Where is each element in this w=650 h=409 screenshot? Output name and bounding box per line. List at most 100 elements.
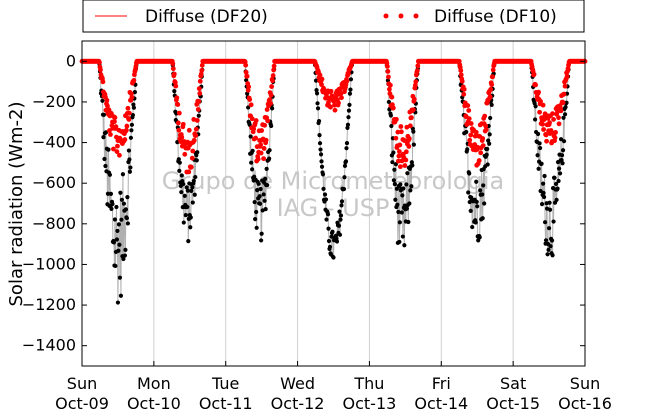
global-point — [179, 173, 184, 178]
global-point — [485, 162, 490, 167]
global-point — [329, 234, 334, 239]
diffuse-point — [199, 67, 205, 73]
global-point — [561, 139, 567, 144]
global-point — [113, 263, 118, 269]
y-tick-label: −400 — [32, 133, 76, 152]
x-tick-label-date: Oct-15 — [486, 394, 540, 409]
global-point — [555, 186, 560, 191]
diffuse-point — [317, 72, 323, 78]
global-point — [409, 160, 414, 165]
global-point — [475, 204, 480, 209]
global-series-trace — [297, 60, 370, 260]
global-point — [101, 134, 106, 140]
global-point — [386, 99, 391, 105]
global-point — [100, 98, 105, 103]
diffuse-point — [338, 91, 344, 97]
diffuse-point — [490, 67, 496, 73]
diffuse-point — [456, 58, 462, 64]
global-point — [127, 157, 132, 162]
global-point — [318, 147, 323, 152]
diffuse-point — [178, 139, 184, 145]
diffuse-point — [398, 124, 404, 129]
global-point — [393, 162, 398, 167]
diffuse-point — [395, 158, 401, 164]
x-tick-label-date: Oct-10 — [127, 394, 181, 409]
diffuse-point — [126, 117, 132, 122]
diffuse-point — [386, 86, 392, 92]
diffuse-point — [263, 137, 269, 143]
global-point — [182, 193, 187, 199]
global-point — [254, 209, 259, 215]
global-point — [190, 200, 195, 205]
global-point — [116, 248, 121, 253]
global-point — [255, 188, 260, 193]
global-point — [391, 178, 396, 183]
global-point — [562, 112, 568, 117]
global-point — [177, 160, 182, 165]
global-point — [482, 201, 487, 206]
global-point — [183, 212, 188, 218]
diffuse-point — [253, 135, 259, 141]
diffuse-point — [403, 157, 409, 163]
global-point — [344, 146, 349, 151]
global-point — [547, 207, 553, 212]
global-point — [330, 229, 335, 234]
global-point — [346, 108, 352, 113]
diffuse-point — [387, 82, 393, 88]
global-point — [537, 145, 543, 151]
x-tick-label-day: Tue — [211, 374, 239, 393]
global-point — [345, 125, 350, 131]
global-point — [484, 152, 489, 157]
diffuse-point — [196, 86, 202, 92]
global-point — [175, 140, 180, 145]
diffuse-point — [117, 152, 122, 158]
global-point — [130, 112, 135, 118]
diffuse-point — [538, 99, 543, 104]
diffuse-point — [180, 121, 186, 127]
global-point — [259, 238, 264, 243]
diffuse-point — [384, 64, 390, 69]
global-point — [488, 115, 493, 121]
diffuse-point — [244, 73, 250, 79]
global-point — [326, 238, 332, 244]
x-tick-label-day: Fri — [432, 374, 451, 393]
global-point — [468, 208, 473, 213]
global-point — [324, 217, 329, 222]
global-point — [119, 217, 124, 222]
global-point — [338, 217, 343, 222]
diffuse-point — [196, 99, 202, 104]
x-tick-label-day: Thu — [353, 374, 384, 393]
global-point — [317, 141, 323, 146]
global-point — [196, 113, 201, 118]
diffuse-point — [108, 132, 113, 137]
global-point — [397, 239, 402, 245]
global-point — [111, 240, 117, 245]
diffuse-point — [490, 74, 496, 80]
diffuse-point — [127, 110, 132, 116]
global-point — [339, 199, 345, 204]
global-point — [564, 100, 569, 105]
global-point — [393, 197, 398, 202]
diffuse-point — [243, 62, 249, 68]
global-point — [409, 184, 414, 189]
global-series-trace — [82, 60, 154, 303]
diffuse-point — [398, 129, 404, 135]
global-point — [541, 190, 546, 196]
global-point — [125, 221, 131, 226]
global-point — [561, 115, 566, 120]
global-point — [194, 158, 199, 163]
diffuse-point — [125, 105, 131, 111]
diffuse-point — [385, 69, 391, 74]
diffuse-point — [175, 120, 181, 126]
grid-lines — [153, 41, 514, 366]
global-point — [318, 152, 324, 157]
diffuse-point — [403, 149, 409, 155]
global-point — [542, 220, 548, 225]
global-point — [485, 146, 490, 152]
y-tick-label: −1400 — [22, 336, 76, 355]
diffuse-point — [396, 149, 402, 154]
diffuse-point — [319, 76, 325, 82]
global-point — [127, 169, 133, 174]
global-point — [252, 199, 257, 205]
diffuse-point — [194, 118, 200, 123]
